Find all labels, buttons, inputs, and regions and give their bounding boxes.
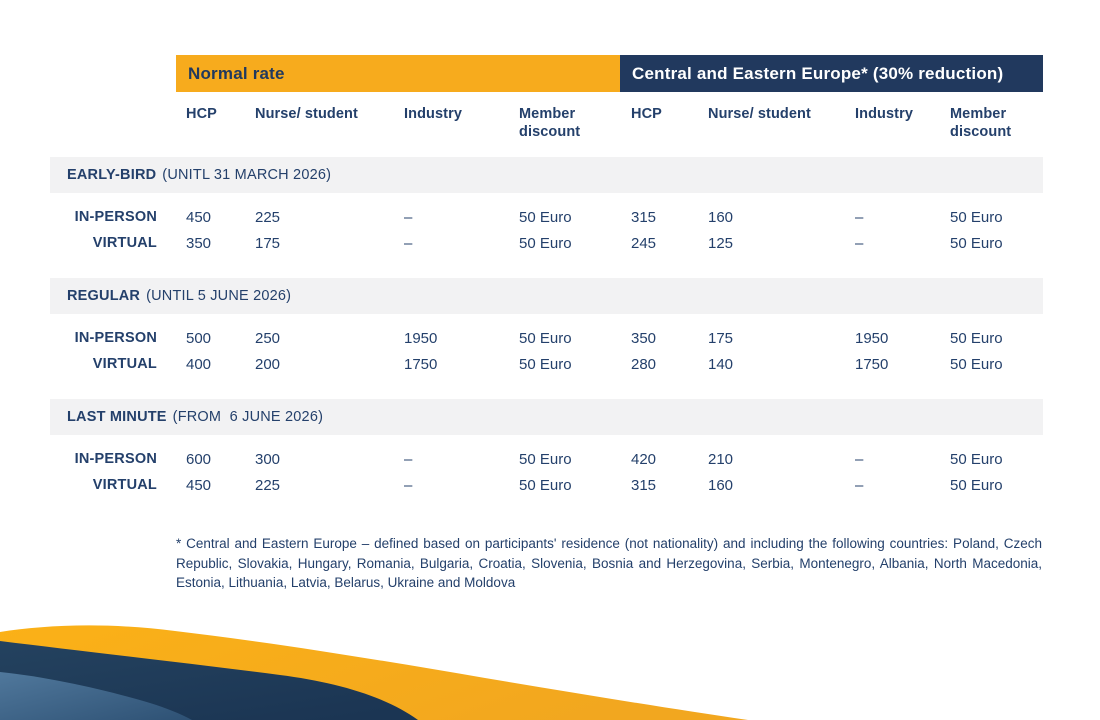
row-label: IN-PERSON [74, 209, 157, 225]
cell-industry-cee: 1950 [855, 329, 889, 347]
table-row: IN-PERSON 600 300 – 50 Euro 420 210 – 50… [50, 446, 1043, 472]
cell-hcp-normal: 400 [186, 355, 212, 373]
cell-industry-normal: – [404, 450, 413, 468]
section-period: (FROM 6 JUNE 2026) [172, 409, 324, 425]
cell-nurse-cee: 140 [708, 355, 734, 373]
cell-nurse-cee: 210 [708, 450, 734, 468]
cell-nurse-normal: 225 [255, 476, 281, 494]
section-name: REGULAR [67, 288, 141, 304]
cell-member-cee: 50 Euro [950, 234, 1003, 252]
row-label: VIRTUAL [92, 235, 157, 251]
cee-definition-footnote: * Central and Eastern Europe – defined b… [176, 536, 1042, 591]
cell-industry-normal: – [404, 208, 413, 226]
column-header-industry-cee: Industry [855, 106, 913, 122]
rate-group-headers: Normal rate Central and Eastern Europe* … [176, 55, 1043, 92]
cee-rate-header: Central and Eastern Europe* (30% reducti… [620, 55, 1043, 92]
cell-hcp-normal: 500 [186, 329, 212, 347]
cell-hcp-cee: 280 [631, 355, 657, 373]
section-rows-last-minute: IN-PERSON 600 300 – 50 Euro 420 210 – 50… [50, 435, 1043, 498]
wave-steel-blue [0, 672, 192, 720]
section-name: LAST MINUTE [67, 409, 167, 425]
section-band-regular: REGULAR (UNTIL 5 JUNE 2026) [50, 278, 1043, 314]
cell-industry-cee: – [855, 208, 864, 226]
cell-member-normal: 50 Euro [519, 450, 572, 468]
cell-nurse-normal: 250 [255, 329, 281, 347]
cell-member-normal: 50 Euro [519, 355, 572, 373]
row-label: IN-PERSON [74, 330, 157, 346]
cell-industry-cee: – [855, 476, 864, 494]
row-label: VIRTUAL [92, 356, 157, 372]
cell-member-normal: 50 Euro [519, 476, 572, 494]
cell-hcp-normal: 350 [186, 234, 212, 252]
cell-hcp-cee: 245 [631, 234, 657, 252]
row-label: VIRTUAL [92, 477, 157, 493]
cell-member-cee: 50 Euro [950, 450, 1003, 468]
cell-industry-cee: 1750 [855, 355, 889, 373]
cell-industry-normal: – [404, 476, 413, 494]
cell-nurse-normal: 225 [255, 208, 281, 226]
column-header-industry-normal: Industry [404, 106, 462, 122]
section-name: EARLY-BIRD [67, 167, 157, 183]
section-band-last-minute: LAST MINUTE (FROM 6 JUNE 2026) [50, 399, 1043, 435]
cell-nurse-normal: 300 [255, 450, 281, 468]
cell-member-cee: 50 Euro [950, 476, 1003, 494]
cell-nurse-cee: 160 [708, 476, 734, 494]
cell-member-normal: 50 Euro [519, 329, 572, 347]
table-row: IN-PERSON 500 250 1950 50 Euro 350 175 1… [50, 325, 1043, 351]
cell-hcp-cee: 315 [631, 476, 657, 494]
cell-member-cee: 50 Euro [950, 208, 1003, 226]
section-band-early-bird: EARLY-BIRD (UNITL 31 MARCH 2026) [50, 157, 1043, 193]
cell-hcp-normal: 600 [186, 450, 212, 468]
cell-industry-cee: – [855, 450, 864, 468]
section-period: (UNTIL 5 JUNE 2026) [146, 288, 292, 304]
column-header-member-cee: Member discount [950, 106, 1012, 140]
cell-industry-normal: – [404, 234, 413, 252]
table-row: VIRTUAL 450 225 – 50 Euro 315 160 – 50 E… [50, 472, 1043, 498]
cell-nurse-normal: 175 [255, 234, 281, 252]
column-header-member-normal: Member discount [519, 106, 581, 140]
cell-hcp-cee: 315 [631, 208, 657, 226]
cell-nurse-cee: 175 [708, 329, 734, 347]
cell-nurse-cee: 160 [708, 208, 734, 226]
section-period: (UNITL 31 MARCH 2026) [162, 167, 332, 183]
cell-hcp-cee: 420 [631, 450, 657, 468]
cell-industry-normal: 1750 [404, 355, 438, 373]
registration-fees-table: Normal rate Central and Eastern Europe* … [50, 55, 1043, 593]
section-rows-early-bird: IN-PERSON 450 225 – 50 Euro 315 160 – 50… [50, 193, 1043, 256]
cell-member-normal: 50 Euro [519, 208, 572, 226]
cell-industry-cee: – [855, 234, 864, 252]
normal-rate-label: Normal rate [188, 63, 285, 83]
cell-member-normal: 50 Euro [519, 234, 572, 252]
cell-member-cee: 50 Euro [950, 329, 1003, 347]
column-header-nurse-normal: Nurse/ student [255, 106, 358, 122]
table-row: IN-PERSON 450 225 – 50 Euro 315 160 – 50… [50, 204, 1043, 230]
row-label: IN-PERSON [74, 451, 157, 467]
column-header-hcp-normal: HCP [186, 106, 217, 122]
column-header-row: HCP Nurse/ student Industry Member disco… [50, 106, 1043, 157]
normal-rate-header: Normal rate [176, 55, 620, 92]
table-row: VIRTUAL 350 175 – 50 Euro 245 125 – 50 E… [50, 230, 1043, 256]
cell-nurse-normal: 200 [255, 355, 281, 373]
cell-hcp-cee: 350 [631, 329, 657, 347]
cell-hcp-normal: 450 [186, 476, 212, 494]
cee-rate-label: Central and Eastern Europe* (30% reducti… [632, 63, 1004, 83]
column-header-hcp-cee: HCP [631, 106, 662, 122]
cell-industry-normal: 1950 [404, 329, 438, 347]
cell-nurse-cee: 125 [708, 234, 734, 252]
cell-member-cee: 50 Euro [950, 355, 1003, 373]
cell-hcp-normal: 450 [186, 208, 212, 226]
table-row: VIRTUAL 400 200 1750 50 Euro 280 140 175… [50, 351, 1043, 377]
column-header-nurse-cee: Nurse/ student [708, 106, 811, 122]
section-rows-regular: IN-PERSON 500 250 1950 50 Euro 350 175 1… [50, 314, 1043, 377]
decorative-wave-graphic [0, 625, 748, 720]
